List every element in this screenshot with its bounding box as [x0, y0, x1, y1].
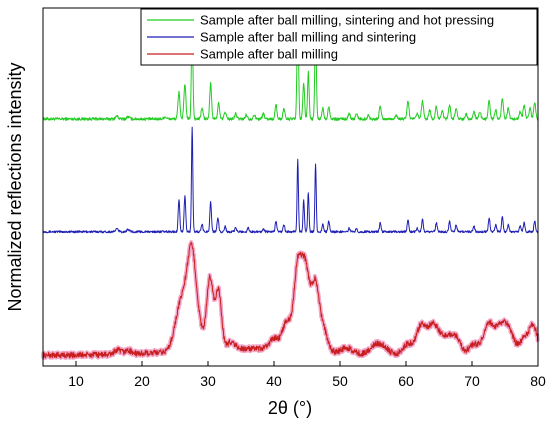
- legend-label-1: Sample after ball milling and sintering: [200, 30, 416, 45]
- legend-label-0: Sample after ball milling, sintering and…: [200, 13, 494, 28]
- series-line-2: [42, 241, 539, 359]
- series-line-1: [42, 126, 539, 234]
- x-tick-label: 20: [134, 373, 150, 389]
- plot-frame: [42, 7, 539, 367]
- x-axis-label: 2θ (°): [268, 398, 312, 418]
- series-line-0: [42, 10, 539, 121]
- legend-label-2: Sample after ball milling: [200, 47, 338, 62]
- x-tick-label: 50: [332, 373, 348, 389]
- x-tick-label: 60: [398, 373, 414, 389]
- legend-box: [140, 8, 538, 66]
- x-tick-label: 40: [266, 373, 282, 389]
- x-tick-label: 10: [68, 373, 84, 389]
- x-tick-label: 80: [530, 373, 546, 389]
- series-layer: [41, 10, 540, 361]
- legend-entries: Sample after ball milling, sintering and…: [147, 13, 494, 62]
- y-axis-label: Normalized reflections intensity: [5, 62, 25, 311]
- x-tick-label: 30: [200, 373, 216, 389]
- x-tick-label: 70: [464, 373, 480, 389]
- x-axis-ticks: 10 20 30 40 50 60 70 80: [68, 361, 546, 389]
- legend: Sample after ball milling, sintering and…: [140, 8, 538, 66]
